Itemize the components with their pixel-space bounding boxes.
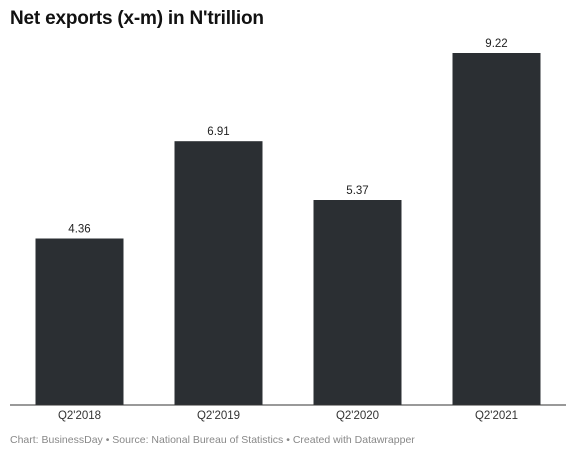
x-tick-label-0: Q2'2018 [58, 410, 101, 422]
bars-group [35, 53, 541, 405]
chart-title: Net exports (x-m) in N'trillion [10, 8, 264, 29]
bar-0 [35, 238, 124, 405]
bar-1 [174, 141, 263, 405]
value-label-3: 9.22 [485, 38, 507, 50]
x-tick-label-2: Q2'2020 [336, 410, 379, 422]
x-tick-labels-group: Q2'2018 Q2'2019 Q2'2020 Q2'2021 [58, 410, 518, 422]
bar-3 [452, 53, 541, 405]
value-labels-group: 4.36 6.91 5.37 9.22 [68, 38, 507, 236]
value-label-2: 5.37 [346, 185, 368, 197]
x-tick-label-3: Q2'2021 [475, 410, 518, 422]
value-label-1: 6.91 [207, 126, 229, 138]
value-label-0: 4.36 [68, 224, 90, 236]
x-tick-label-1: Q2'2019 [197, 410, 240, 422]
chart-footer: Chart: BusinessDay • Source: National Bu… [10, 434, 415, 446]
bar-2 [313, 200, 402, 405]
